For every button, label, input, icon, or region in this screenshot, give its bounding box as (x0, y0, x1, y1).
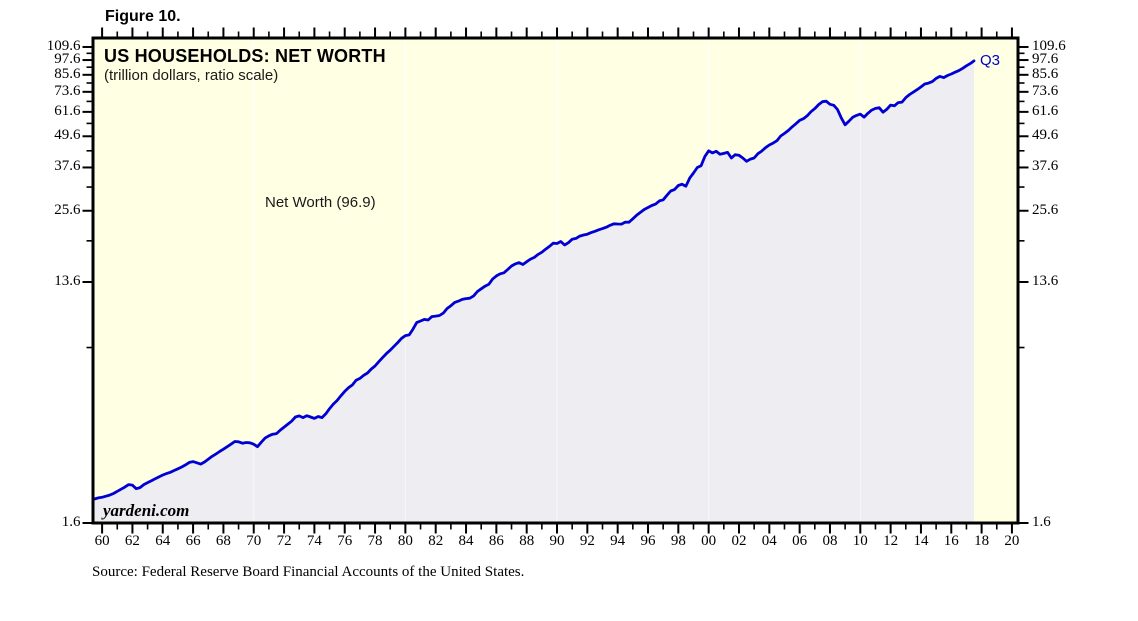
x-axis-label: 20 (1004, 533, 1020, 549)
y-axis-label-right: 37.6 (1032, 158, 1059, 175)
x-axis-label: 90 (549, 533, 565, 549)
yardeni-watermark: yardeni.com (103, 501, 190, 520)
x-axis-label: 86 (488, 533, 504, 549)
x-axis-label: 16 (943, 533, 959, 549)
x-axis-label: 76 (337, 533, 353, 549)
y-axis-label-left: 73.6 (54, 82, 81, 99)
y-axis-label-right: 73.6 (1032, 82, 1059, 99)
y-axis-label-left: 85.6 (54, 65, 81, 82)
y-axis-label-left: 49.6 (54, 127, 81, 144)
x-axis-label: 96 (640, 533, 656, 549)
x-axis-label: 70 (246, 533, 262, 549)
x-axis-label: 08 (822, 533, 838, 549)
x-axis-label: 10 (852, 533, 868, 549)
x-axis-label: 62 (124, 533, 140, 549)
figure-number-label: Figure 10. (105, 8, 181, 25)
y-axis-label-right: 25.6 (1032, 201, 1059, 218)
x-axis-label: 60 (94, 533, 110, 549)
chart-title: US HOUSEHOLDS: NET WORTH (104, 46, 386, 66)
x-axis-label: 78 (367, 533, 383, 549)
x-axis-label: 92 (579, 533, 595, 549)
x-axis-label: 98 (670, 533, 686, 549)
y-axis-label-left: 37.6 (54, 158, 81, 175)
x-axis-label: 74 (306, 533, 322, 549)
y-axis-label-right: 109.6 (1032, 37, 1066, 54)
latest-quarter-label: Q3 (980, 51, 1001, 69)
x-axis-label: 94 (610, 533, 626, 549)
shaded-area-under-curve (94, 60, 974, 524)
y-axis-label-right: 1.6 (1032, 514, 1051, 530)
x-axis-label: 72 (276, 533, 292, 549)
x-axis-label: 06 (792, 533, 808, 549)
x-axis-label: 68 (215, 533, 231, 549)
x-axis-label: 00 (701, 533, 717, 549)
plot-frame (91, 36, 1020, 525)
series-annotation: Net Worth (96.9) (265, 194, 376, 211)
y-axis-label-right: 85.6 (1032, 65, 1059, 82)
y-axis-label-left: 109.6 (46, 37, 81, 54)
y-axis-label-left: 1.6 (61, 514, 81, 530)
x-axis-label: 12 (883, 533, 899, 549)
y-axis-label-right: 49.6 (1032, 127, 1059, 144)
x-axis-label: 18 (974, 533, 990, 549)
y-axis-label-left: 97.6 (54, 51, 81, 68)
chart-subtitle: (trillion dollars, ratio scale) (104, 67, 279, 84)
x-axis-label: 14 (913, 533, 929, 549)
y-axis-label-right: 13.6 (1032, 272, 1059, 289)
x-axis-label: 02 (731, 533, 747, 549)
x-axis-label: 66 (185, 533, 201, 549)
x-axis-label: 84 (458, 533, 474, 549)
y-axis-label-right: 61.6 (1032, 102, 1059, 119)
x-axis-label: 04 (761, 533, 777, 549)
x-axis-label: 82 (428, 533, 444, 549)
y-axis-label-left: 61.6 (54, 102, 81, 119)
source-note: Source: Federal Reserve Board Financial … (92, 564, 525, 580)
y-axis-label-right: 97.6 (1032, 51, 1059, 68)
y-axis-label-left: 25.6 (54, 201, 81, 218)
x-axis-label: 88 (519, 533, 535, 549)
x-axis-label: 80 (397, 533, 413, 549)
x-axis-label: 64 (155, 533, 171, 549)
y-axis-label-left: 13.6 (54, 272, 81, 289)
net-worth-line (93, 59, 976, 501)
